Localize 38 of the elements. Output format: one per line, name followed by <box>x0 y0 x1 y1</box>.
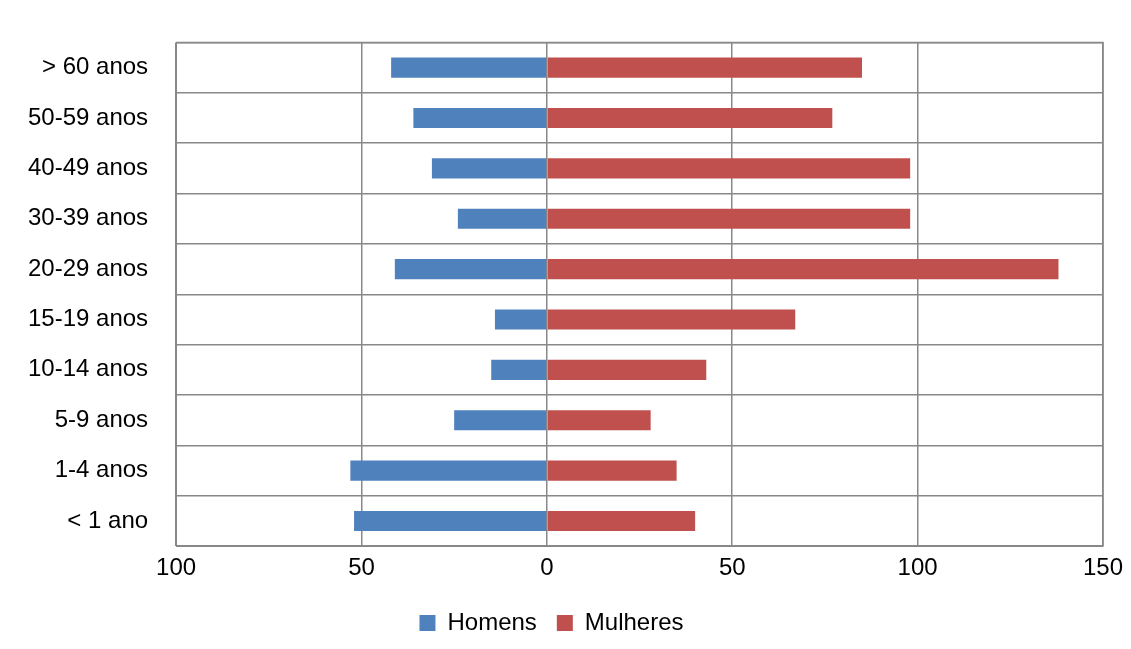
bar <box>394 259 547 280</box>
y-tick-label: 5-9 anos <box>54 404 149 432</box>
y-tick-label: > 60 anos <box>42 52 149 80</box>
bar <box>547 510 696 532</box>
bar <box>547 107 833 129</box>
bar <box>391 57 547 78</box>
bar <box>547 158 911 179</box>
y-tick-label: < 1 ano <box>67 505 149 533</box>
y-tick-label: 30-39 anos <box>28 203 149 231</box>
y-tick-label: 20-29 anos <box>28 253 149 281</box>
y-tick-label: 15-19 anos <box>28 304 149 332</box>
bar <box>547 359 707 380</box>
bar <box>454 410 547 431</box>
bar <box>547 259 1059 280</box>
y-tick-label: 1-4 anos <box>54 455 149 483</box>
x-tick-label: 150 <box>1082 553 1123 581</box>
x-tick-label: 50 <box>348 553 375 581</box>
bar <box>354 510 547 532</box>
bar <box>547 208 911 229</box>
legend-label: Homens <box>447 607 537 635</box>
bar <box>431 158 547 179</box>
legend-label: Mulheres <box>584 607 684 635</box>
x-tick-label: 100 <box>897 553 938 581</box>
bar <box>491 359 547 380</box>
bar <box>547 57 862 78</box>
bar <box>413 107 547 129</box>
bar <box>547 460 677 481</box>
bar <box>494 309 547 330</box>
y-tick-label: 50-59 anos <box>28 102 149 130</box>
bar <box>457 208 547 229</box>
y-tick-label: 40-49 anos <box>28 152 149 180</box>
x-tick-label: 100 <box>156 553 197 581</box>
bar <box>547 309 796 330</box>
y-tick-label: 10-14 anos <box>28 354 149 382</box>
bar <box>547 410 651 431</box>
x-tick-label: 0 <box>540 553 554 581</box>
x-tick-label: 50 <box>718 553 746 581</box>
bar <box>350 460 547 481</box>
